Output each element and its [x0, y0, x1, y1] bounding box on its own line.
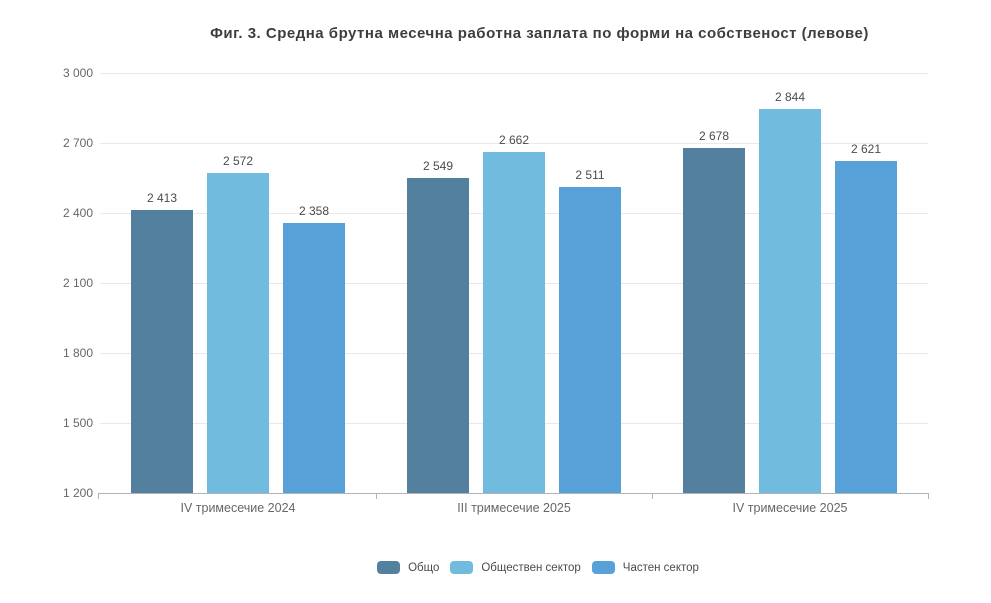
- x-axis-line: [98, 493, 928, 494]
- bar-Обществен сектор-III тримесечие 2025[interactable]: [483, 151, 545, 493]
- x-axis-tick: [98, 493, 99, 499]
- bar-value-label: 2 413: [146, 190, 178, 205]
- x-axis-label: IV тримесечие 2025: [732, 501, 848, 515]
- x-axis-label: IV тримесечие 2024: [180, 501, 296, 515]
- y-axis-label: 2 400: [62, 206, 93, 220]
- bar-value-label: 2 511: [575, 168, 605, 183]
- x-axis-tick: [376, 493, 377, 499]
- bar-value-label: 2 621: [850, 142, 882, 157]
- bar-value-label: 2 549: [422, 159, 454, 174]
- legend-item-2[interactable]: Обществен сектор: [450, 561, 581, 574]
- bar-Общо-IV тримесечие 2024[interactable]: [131, 209, 193, 493]
- y-axis-label: 2 700: [62, 136, 93, 150]
- legend-swatch: [450, 561, 474, 574]
- y-axis-label: 1 500: [62, 416, 93, 430]
- legend-item-3[interactable]: Частен сектор: [591, 561, 699, 574]
- y-axis-label: 1 800: [62, 346, 93, 360]
- legend-label: Частен сектор: [622, 561, 699, 574]
- bar-value-label: 2 662: [498, 132, 530, 147]
- y-axis-label: 1 200: [62, 486, 93, 500]
- legend-label: Общо: [408, 561, 440, 574]
- x-axis-label: III тримесечие 2025: [457, 501, 571, 515]
- bar-Обществен сектор-IV тримесечие 2024[interactable]: [207, 172, 269, 493]
- x-axis-tick: [652, 493, 653, 499]
- bar-value-label: 2 572: [222, 153, 254, 168]
- legend-swatch: [377, 561, 401, 574]
- bar-Частен сектор-IV тримесечие 2024[interactable]: [283, 222, 345, 493]
- legend: Общо Обществен сектор Частен сектор: [85, 561, 991, 574]
- x-axis-tick: [928, 493, 929, 499]
- y-axis-label: 2 100: [62, 276, 93, 290]
- legend-swatch: [591, 561, 615, 574]
- legend-label: Обществен сектор: [481, 561, 581, 574]
- bar-Частен сектор-III тримесечие 2025[interactable]: [559, 187, 621, 493]
- bar-Частен сектор-IV тримесечие 2025[interactable]: [835, 161, 897, 493]
- gridline: [100, 143, 928, 144]
- bar-Общо-III тримесечие 2025[interactable]: [407, 178, 469, 493]
- y-axis-label: 3 000: [62, 66, 93, 80]
- legend-item-1[interactable]: Общо: [377, 561, 439, 574]
- chart-title: Фиг. 3. Средна брутна месечна работна за…: [210, 25, 869, 42]
- bar-value-label: 2 678: [698, 129, 730, 144]
- gridline: [100, 73, 928, 74]
- bar-value-label: 2 358: [298, 203, 330, 218]
- bar-value-label: 2 844: [774, 90, 806, 105]
- bar-Обществен сектор-IV тримесечие 2025[interactable]: [759, 109, 821, 493]
- bar-Общо-IV тримесечие 2025[interactable]: [683, 148, 745, 493]
